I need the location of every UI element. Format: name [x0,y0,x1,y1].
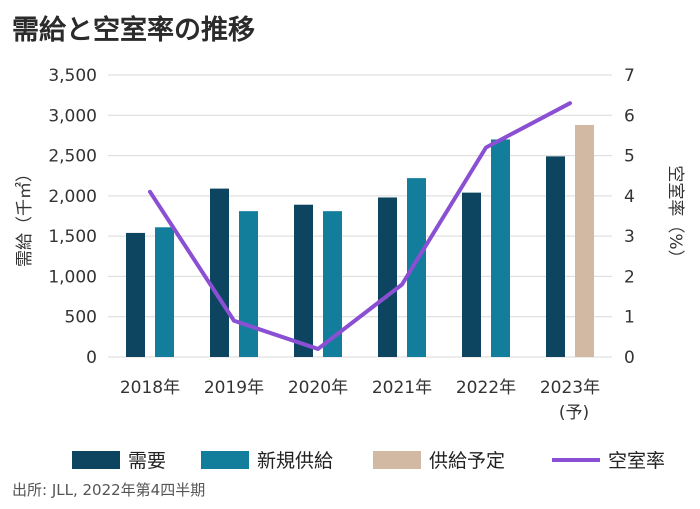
left-tick-label: 1,000 [48,267,97,287]
right-tick-label: 7 [624,66,635,86]
legend-label: 空室率 [608,450,665,472]
left-tick-label: 3,500 [48,66,97,86]
left-tick-label: 500 [65,308,97,328]
bar-新規供給 [155,227,174,357]
right-axis-ticks: 0 1 2 3 4 5 6 7 [624,66,635,368]
x-tick-label: 2021年 [372,378,432,398]
bar-供給予定 [575,124,594,357]
right-tick-label: 6 [624,106,635,126]
bar-需要 [294,204,313,357]
x-tick-label: 2022年 [456,378,516,398]
right-tick-label: 4 [624,187,635,207]
bar-需要 [378,197,397,357]
legend-swatch [201,451,249,469]
bar-需要 [546,156,565,357]
left-tick-label: 0 [86,348,97,368]
right-tick-label: 3 [624,227,635,247]
right-tick-label: 5 [624,147,635,167]
x-tick-sublabel: (予) [559,403,589,423]
x-tick-label: 2019年 [204,378,264,398]
combo-chart: 0 500 1,000 1,500 2,000 2,500 3,000 3,500 0 1 2 3 4… [15,66,685,472]
bar-新規供給 [239,211,258,357]
legend-label: 新規供給 [257,450,333,472]
bar-新規供給 [491,139,510,357]
x-tick-label: 2023年 [540,378,600,398]
chart-title: 需給と空室率の推移 [12,15,255,46]
right-tick-label: 2 [624,267,635,287]
bars [126,124,594,357]
bar-需要 [210,188,229,357]
left-tick-label: 1,500 [48,227,97,247]
legend-swatch [373,451,421,469]
legend: 需要 新規供給 供給予定 空室率 [72,450,665,472]
left-tick-label: 2,500 [48,147,97,167]
x-tick-label: 2018年 [120,378,180,398]
legend-swatch [72,451,120,469]
left-tick-label: 2,000 [48,187,97,207]
y2-axis-label: 空室率（%） [665,165,685,266]
right-tick-label: 1 [624,308,635,328]
left-tick-label: 3,000 [48,106,97,126]
vacancy-line [148,101,572,351]
y-axis-label: 需給（千㎡） [15,165,35,267]
x-tick-label: 2020年 [288,378,348,398]
legend-label: 供給予定 [429,450,505,472]
right-tick-label: 0 [624,348,635,368]
legend-label: 需要 [128,450,166,472]
bar-新規供給 [323,211,342,357]
line-空室率 [148,101,572,351]
bar-新規供給 [407,178,426,357]
source-note: 出所: JLL, 2022年第4四半期 [12,481,206,499]
bar-需要 [126,232,145,357]
left-axis-ticks: 0 500 1,000 1,500 2,000 2,500 3,000 3,500 [48,66,97,368]
bar-需要 [462,192,481,357]
x-axis-ticks: 2018年 2019年 2020年 2021年 2022年 2023年 (予) [120,378,600,423]
